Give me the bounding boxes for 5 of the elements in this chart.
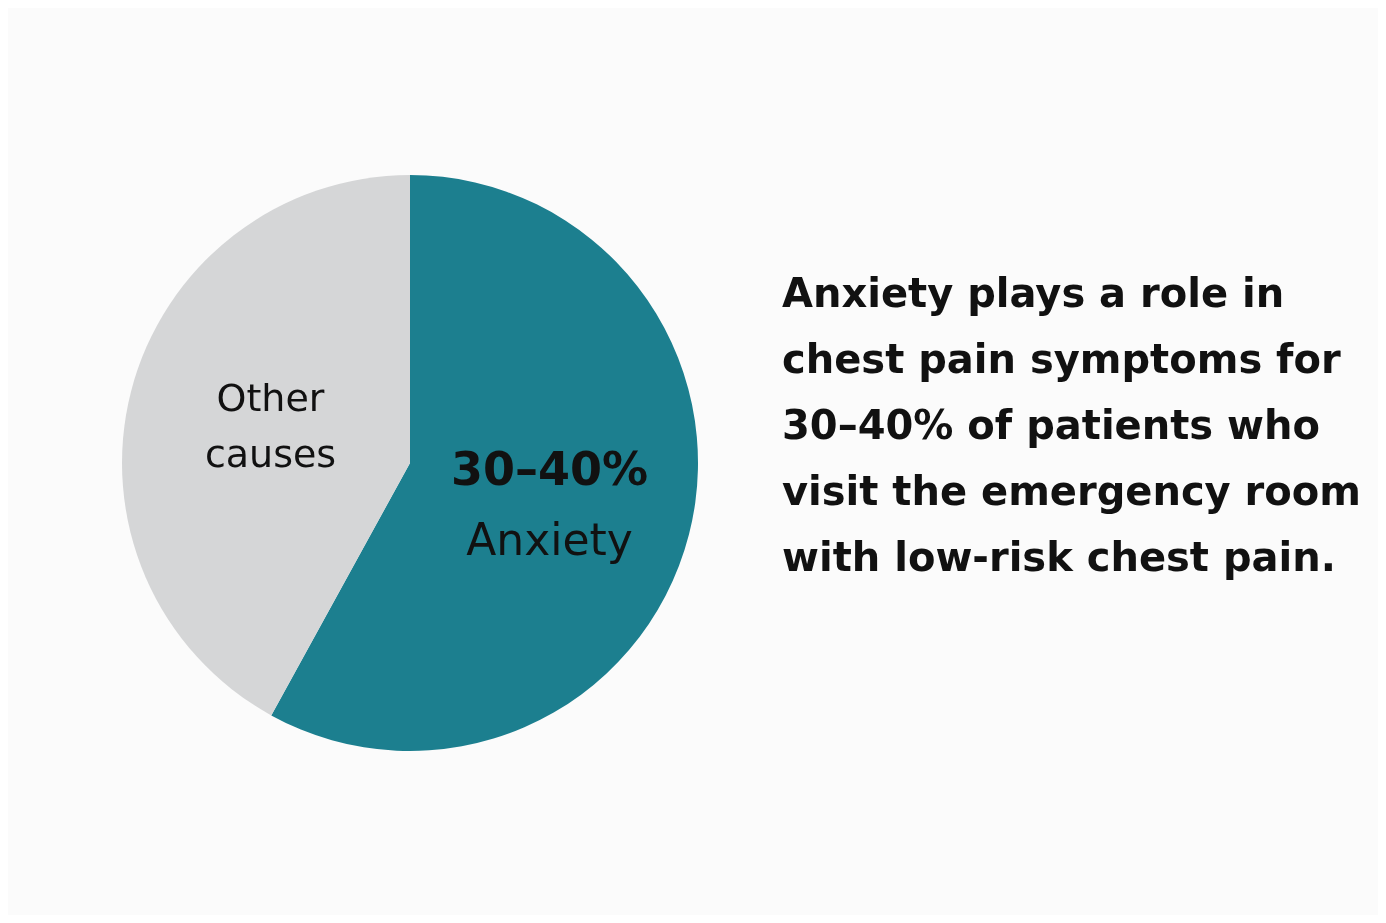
text: 30–40% (450, 441, 649, 496)
slice-label: Anxiety (466, 513, 633, 565)
slice-label: Other causes (204, 376, 337, 477)
text: Anxiety plays a role in chest pain symptoms for 30–40% of patients who visit the emergency room with low-risk chest pain. (782, 269, 1362, 582)
pie-slice (122, 175, 410, 716)
